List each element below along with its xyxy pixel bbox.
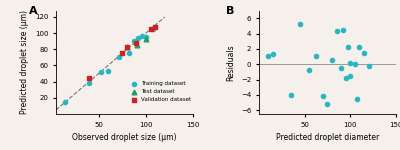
Validation dataset bbox=[119, 52, 125, 55]
Validation dataset bbox=[86, 77, 92, 80]
Point bbox=[340, 28, 346, 31]
Training dataset bbox=[135, 37, 142, 39]
Training dataset bbox=[126, 51, 132, 54]
Validation dataset bbox=[152, 26, 158, 29]
Point bbox=[361, 51, 367, 54]
Point bbox=[352, 63, 358, 65]
Training dataset bbox=[98, 71, 104, 73]
Point bbox=[356, 46, 363, 48]
Training dataset bbox=[139, 35, 145, 38]
Point bbox=[347, 74, 354, 77]
Point bbox=[342, 77, 349, 79]
Training dataset bbox=[62, 101, 69, 103]
Text: B: B bbox=[226, 6, 234, 16]
Point bbox=[347, 62, 354, 65]
Training dataset bbox=[150, 28, 156, 30]
Point bbox=[354, 98, 360, 100]
X-axis label: Predicted droplet diameter: Predicted droplet diameter bbox=[276, 133, 379, 142]
Training dataset bbox=[86, 82, 92, 84]
Point bbox=[344, 45, 351, 48]
Y-axis label: Residuals: Residuals bbox=[226, 44, 235, 81]
Validation dataset bbox=[147, 28, 154, 30]
Point bbox=[312, 55, 319, 57]
Legend: Training dataset, Test dataset, Validation dataset: Training dataset, Test dataset, Validati… bbox=[128, 81, 192, 103]
Training dataset bbox=[116, 56, 122, 59]
Point bbox=[265, 55, 271, 57]
Test dataset bbox=[134, 44, 140, 46]
Point bbox=[333, 30, 340, 32]
Training dataset bbox=[143, 36, 149, 38]
Point bbox=[288, 94, 294, 96]
Point bbox=[306, 68, 312, 71]
Point bbox=[297, 23, 303, 26]
Point bbox=[329, 59, 335, 61]
Training dataset bbox=[131, 40, 138, 42]
Test dataset bbox=[124, 46, 130, 48]
Text: A: A bbox=[28, 6, 37, 16]
Point bbox=[270, 53, 276, 55]
Y-axis label: Predicted droplet size (μm): Predicted droplet size (μm) bbox=[20, 10, 29, 114]
Point bbox=[365, 65, 372, 68]
Training dataset bbox=[152, 26, 158, 29]
Point bbox=[320, 95, 326, 98]
Validation dataset bbox=[133, 42, 140, 44]
Point bbox=[338, 67, 344, 69]
Test dataset bbox=[143, 38, 149, 40]
Training dataset bbox=[105, 70, 111, 72]
X-axis label: Observed droplet size (μm): Observed droplet size (μm) bbox=[72, 133, 177, 142]
Point bbox=[324, 103, 331, 105]
Validation dataset bbox=[124, 46, 130, 48]
